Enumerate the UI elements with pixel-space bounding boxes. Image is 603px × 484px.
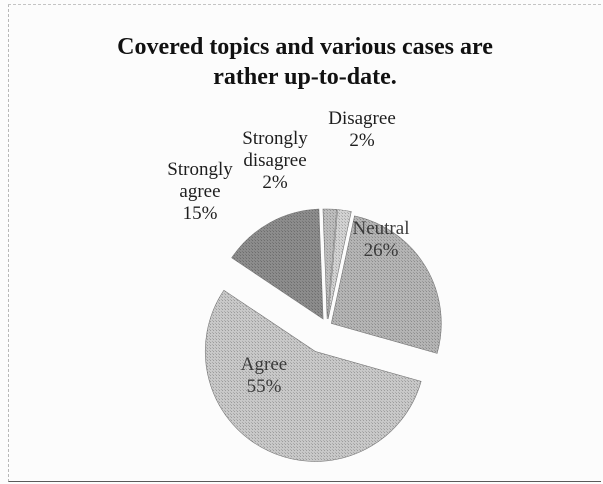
pie-slice-label-line: Disagree (328, 108, 396, 129)
pie-slice-texture-4 (322, 208, 337, 319)
pie-slice-label-line: 2% (349, 130, 375, 151)
pie-labels: Disagree 2%Neutral 26%Agree 55%Strongly agre… (167, 108, 409, 397)
chart-title-line-1: Covered topics and various cases are (117, 34, 493, 60)
pie-slice-texture-1 (331, 215, 442, 354)
pie-slice-label-line: agree (179, 181, 220, 202)
pie-slice-label-line: Strongly (167, 159, 233, 180)
pie-slice-label-line: 2% (262, 172, 288, 193)
pie-slice-label-line: 55% (247, 376, 282, 397)
pie-slice-texture-3 (231, 209, 324, 320)
pie-slice-texture-0 (328, 209, 352, 320)
pie-slice-label-2: Agree 55% (241, 354, 287, 397)
chart-title-line-2: rather up-to-date. (213, 64, 397, 90)
chart-frame (8, 4, 601, 482)
pie-slice-label-0: Disagree 2% (328, 108, 396, 151)
pie-slice-label-line: 15% (183, 203, 218, 224)
pie-slice-label-4: Strongly disagree 2% (242, 128, 308, 193)
pie-slices (205, 208, 442, 462)
pie-slice-label-line: Agree (241, 354, 287, 375)
pie-slice-label-line: disagree (243, 150, 306, 171)
pie-slice-label-line: 26% (364, 240, 399, 261)
pie-slice-label-line: Strongly (242, 128, 308, 149)
pie-slice-label-1: Neutral 26% (353, 218, 410, 261)
pie-slice-label-line: Neutral (353, 218, 410, 239)
pie-slice-texture-2 (205, 290, 422, 462)
pie-slice-label-3: Strongly agree 15% (167, 159, 233, 224)
